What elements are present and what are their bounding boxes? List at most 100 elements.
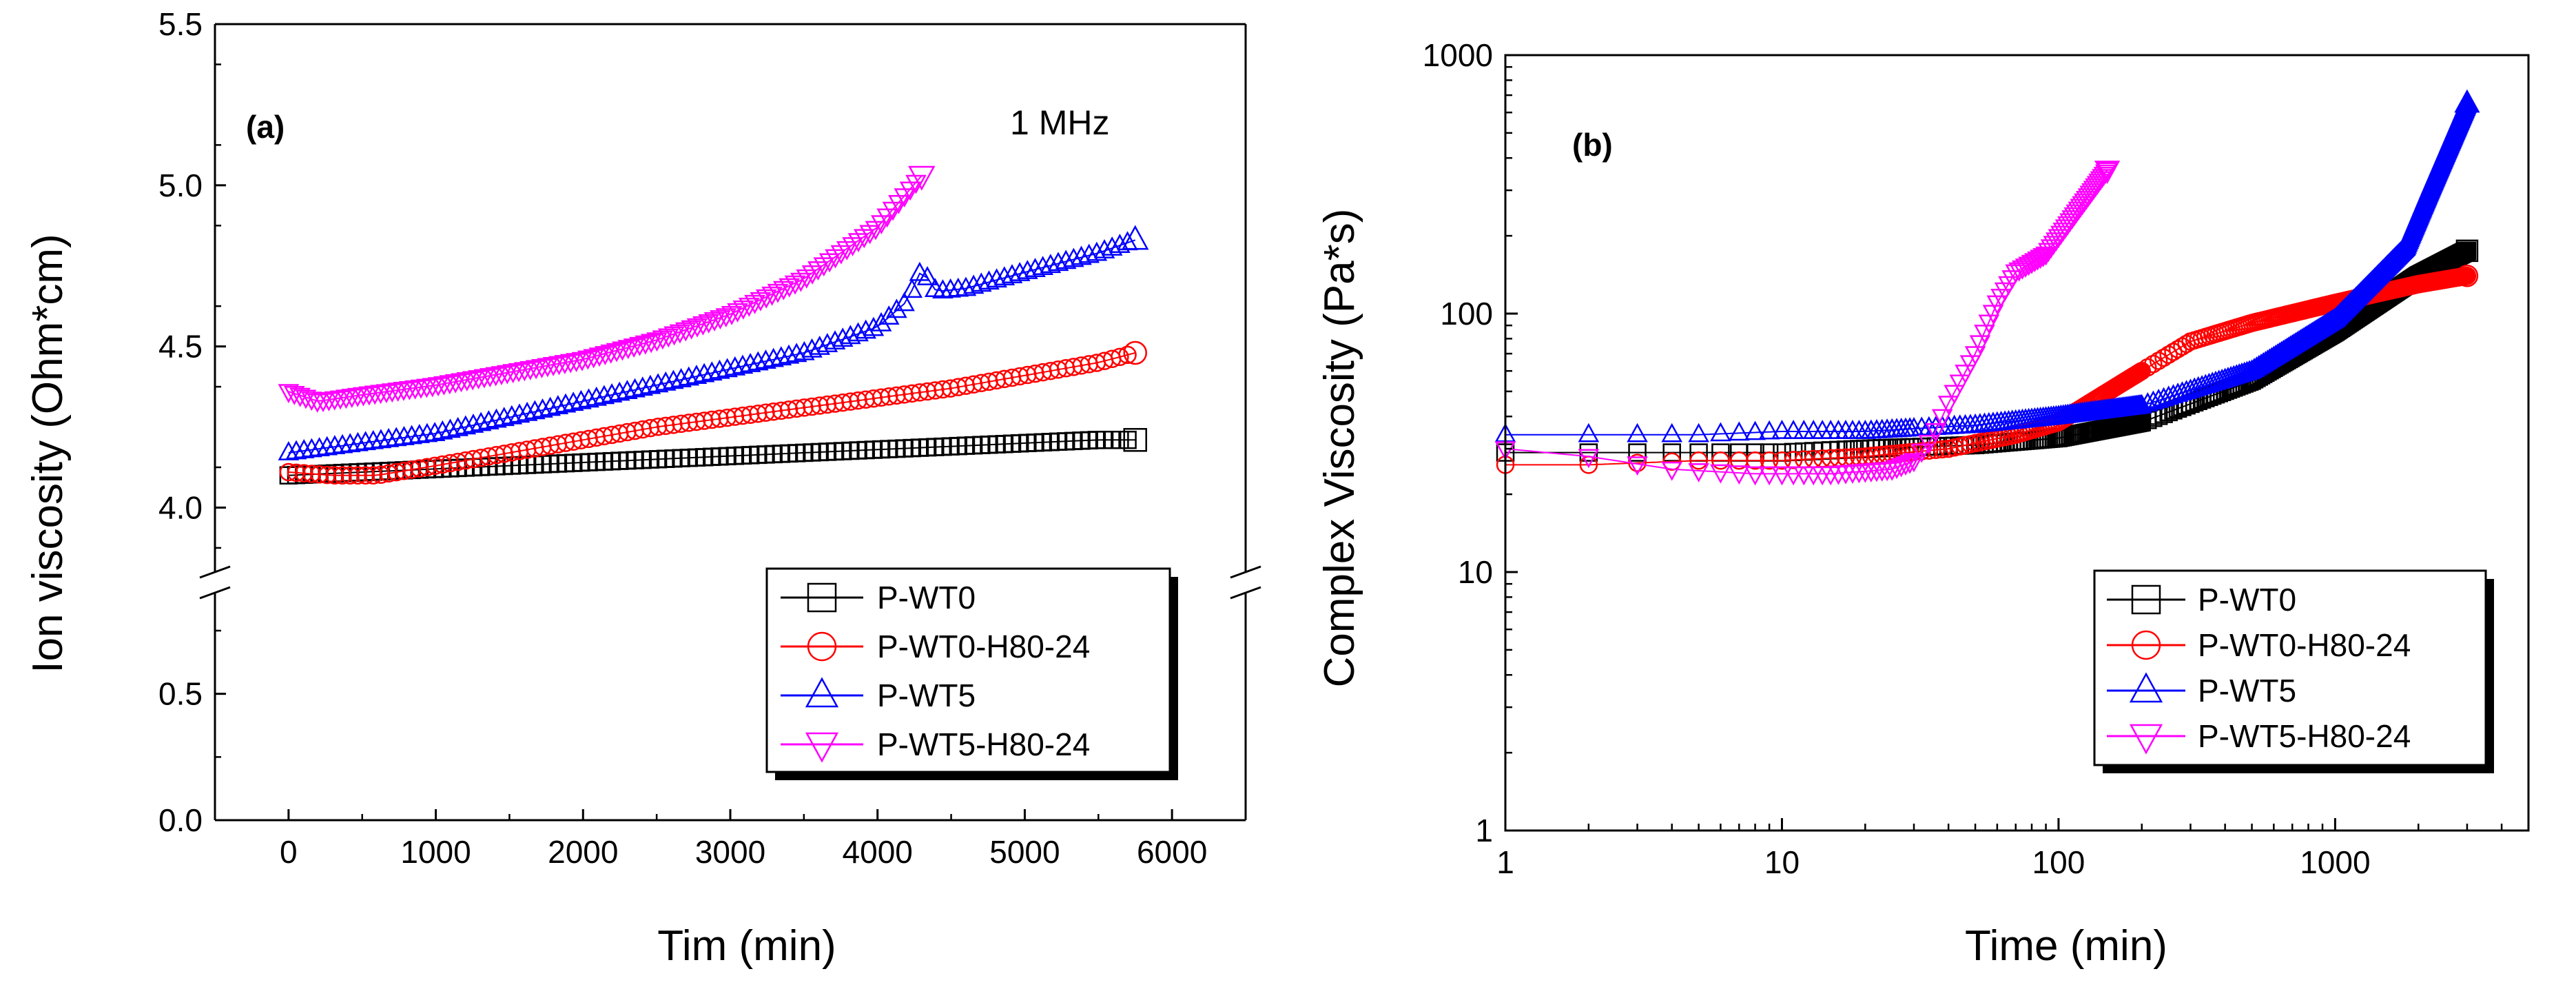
panel-a-data-point <box>612 341 633 361</box>
panel-a-data-point <box>364 466 382 485</box>
panel-a-y-tick-label: 0.0 <box>158 802 203 838</box>
panel-a-data-point <box>646 332 668 352</box>
panel-a-data-point <box>1024 258 1046 277</box>
panel-a-data-point <box>1017 260 1038 279</box>
panel-a-data-point <box>770 346 792 366</box>
panel-a-data-point <box>698 314 720 334</box>
panel-a-data-point <box>836 241 858 261</box>
panel-a-x-tick-label: 6000 <box>1137 834 1207 870</box>
panel-a-data-point <box>293 439 315 458</box>
panel-a-axis-break-mark <box>1230 565 1261 579</box>
panel-a-data-point <box>732 300 754 320</box>
panel-a-data-point <box>416 422 438 442</box>
panel-a-data-point <box>562 391 584 411</box>
panel-b-data-point <box>2159 345 2178 364</box>
panel-a-data-point <box>595 346 616 365</box>
panel-b-data-point <box>2163 384 2184 404</box>
panel-a-data-point <box>455 415 477 435</box>
panel-b-data-point <box>1728 421 1750 441</box>
panel-b-data-point <box>2027 251 2048 271</box>
panel-a-data-point <box>755 289 777 309</box>
panel-a-data-point <box>1111 347 1129 367</box>
panel-a-data-point <box>709 359 730 379</box>
panel-a-legend: P-WT0 P-WT0-H80-24 P-WT5 P-WT5-H80-24 <box>765 567 1178 780</box>
panel-b-data-point <box>1711 451 1730 470</box>
panel-b-data-point <box>1758 420 1780 440</box>
panel-a-data-point <box>755 349 776 369</box>
panel-a-data-point <box>842 237 863 256</box>
panel-a-data-point <box>1122 225 1149 250</box>
panel-a-data-point <box>635 335 657 355</box>
panel-a-data-point <box>588 347 610 367</box>
panel-a-data-point <box>462 371 484 391</box>
panel-b-data-point <box>2144 409 2163 427</box>
panel-a-data-point <box>790 272 812 292</box>
panel-a-data-point <box>801 265 823 285</box>
panel-a-legend-marker <box>807 582 837 613</box>
panel-a-data-point <box>525 360 547 380</box>
panel-b-data-point <box>1969 335 1991 355</box>
panel-b-data-point <box>1758 466 1780 486</box>
panel-a-data-point <box>1093 238 1115 258</box>
panel-a-data-point <box>901 278 923 298</box>
panel-a-data-point <box>570 389 592 409</box>
panel-b-legend-marker <box>2129 672 2163 703</box>
panel-b-data-point <box>1627 422 1648 442</box>
panel-a-data-point <box>624 378 646 398</box>
panel-b-data-point <box>2177 334 2196 354</box>
panel-b-y-tick-label: 1 <box>1475 813 1493 848</box>
panel-a-data-point <box>715 308 737 328</box>
panel-b-data-point <box>2457 266 2477 285</box>
panel-a-x-tick-label: 1000 <box>400 834 471 870</box>
panel-b-data-point <box>1910 443 1933 463</box>
panel-b-data-point <box>2030 250 2051 269</box>
panel-a-data-point <box>514 362 535 382</box>
panel-a-data-point <box>447 416 468 436</box>
panel-b-y-tick-label: 100 <box>1440 296 1493 332</box>
panel-a-chart: 0 1000 2000 3000 4000 5000 6000 4.0 4.5 5.0 5.5 0.0… <box>24 6 1261 970</box>
panel-a-legend-label: P-WT0 <box>877 580 976 615</box>
panel-a-data-point <box>409 424 431 443</box>
panel-a-data-point <box>652 330 674 350</box>
panel-a-data-point <box>555 393 577 413</box>
panel-b-data-point <box>1746 451 1764 470</box>
panel-b-y-tick-label: 10 <box>1458 554 1493 590</box>
panel-a-data-point <box>554 355 576 374</box>
panel-a-data-point <box>657 328 679 348</box>
panel-a-data-point <box>859 225 880 245</box>
panel-a-data-point <box>548 356 570 376</box>
panel-a-data-point <box>710 409 729 428</box>
panel-a-data-point <box>300 391 322 411</box>
panel-a-data-point <box>710 310 731 329</box>
panel-a-data-point <box>427 377 449 397</box>
panel-a-data-point <box>486 408 507 428</box>
panel-a-data-point <box>1001 264 1023 283</box>
panel-a-data-point <box>502 364 524 384</box>
panel-b-legend-label: P-WT5 <box>2198 673 2296 709</box>
panel-a-data-point <box>519 360 542 380</box>
panel-a-data-point <box>813 257 835 277</box>
panel-b-legend-label: P-WT0 <box>2198 582 2296 618</box>
panel-a-x-tick-label: 4000 <box>843 834 913 870</box>
panel-a-data-point <box>832 327 854 347</box>
panel-a-data-point <box>571 352 593 371</box>
panel-a-data-point <box>639 374 661 394</box>
panel-a-data-point <box>1086 241 1108 261</box>
panel-a-data-point <box>325 466 344 485</box>
panel-a-data-point <box>470 411 492 431</box>
panel-a-data-point <box>566 353 587 373</box>
panel-a-legend-marker <box>805 677 839 708</box>
panel-a-plot-area <box>278 165 1149 485</box>
panel-a-data-point <box>601 383 623 403</box>
panel-a-data-point <box>493 407 515 427</box>
panel-b-data-point <box>2149 352 2168 370</box>
panel-a-data-point <box>863 316 885 336</box>
panel-a-data-point <box>773 281 794 301</box>
panel-a-data-point <box>732 354 754 374</box>
panel-b-data-point <box>1578 449 1600 469</box>
panel-a-data-point <box>433 376 455 396</box>
panel-a-data-point <box>456 371 478 391</box>
panel-a-data-point <box>986 268 1007 288</box>
panel-a-data-point <box>903 384 921 403</box>
panel-a-data-point <box>577 350 599 370</box>
